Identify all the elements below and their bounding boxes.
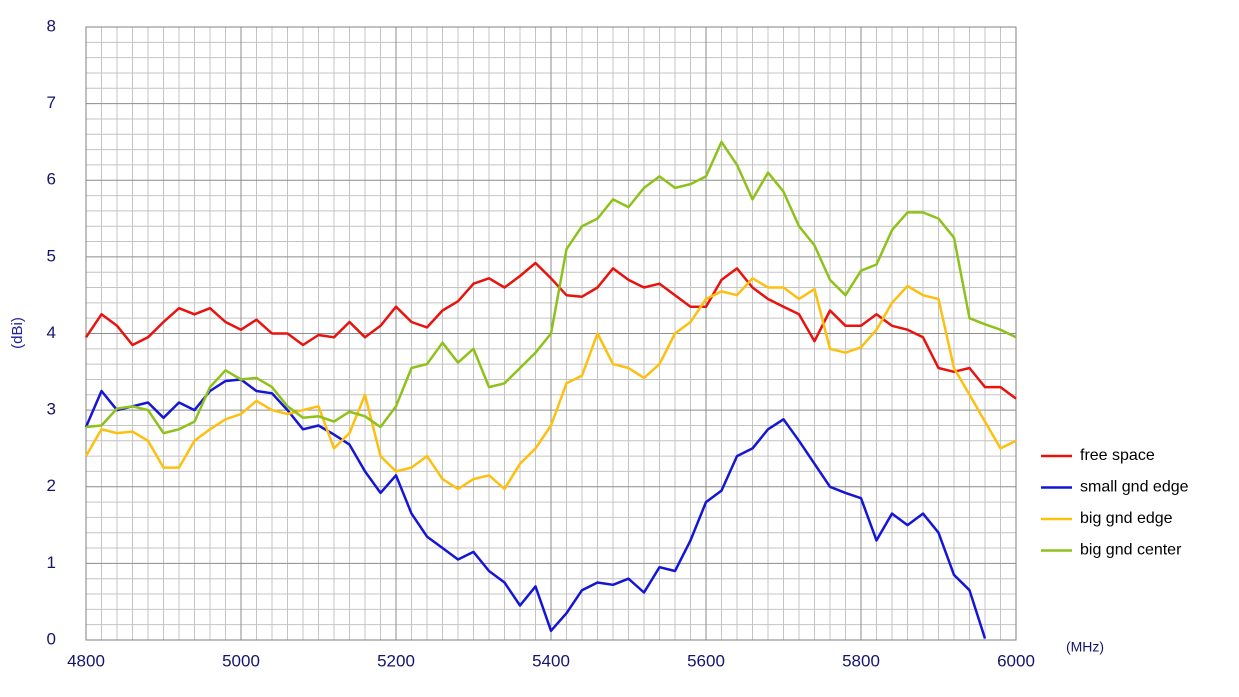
x-tick-label: 5800 [842,651,880,670]
y-tick-label: 4 [47,323,56,342]
x-tick-label: 6000 [997,651,1035,670]
legend-label: big gnd center [1080,542,1182,559]
y-tick-label: 2 [47,476,56,495]
y-axis-label: (dBi) [9,317,26,349]
data-line [84,378,987,639]
x-axis-label: (MHz) [1066,639,1104,655]
y-tick-label: 0 [47,629,56,648]
legend-label: small gnd edge [1080,479,1189,496]
x-tick-label: 5400 [532,651,570,670]
y-tick-label: 8 [47,16,56,35]
data-line [84,277,1017,491]
x-tick-label: 4800 [67,651,105,670]
data-line [85,140,1017,435]
data-line [84,261,1017,400]
y-tick-label: 6 [47,170,56,189]
y-tick-label: 7 [47,93,56,112]
legend-label: free space [1080,447,1155,464]
plot-frame [85,26,1017,641]
legend-label: big gnd edge [1080,510,1173,527]
x-tick-label: 5200 [377,651,415,670]
x-tick-label: 5000 [222,651,260,670]
y-tick-label: 3 [47,400,56,419]
x-tick-label: 5600 [687,651,725,670]
y-tick-label: 1 [47,553,56,572]
y-tick-label: 5 [47,246,56,265]
